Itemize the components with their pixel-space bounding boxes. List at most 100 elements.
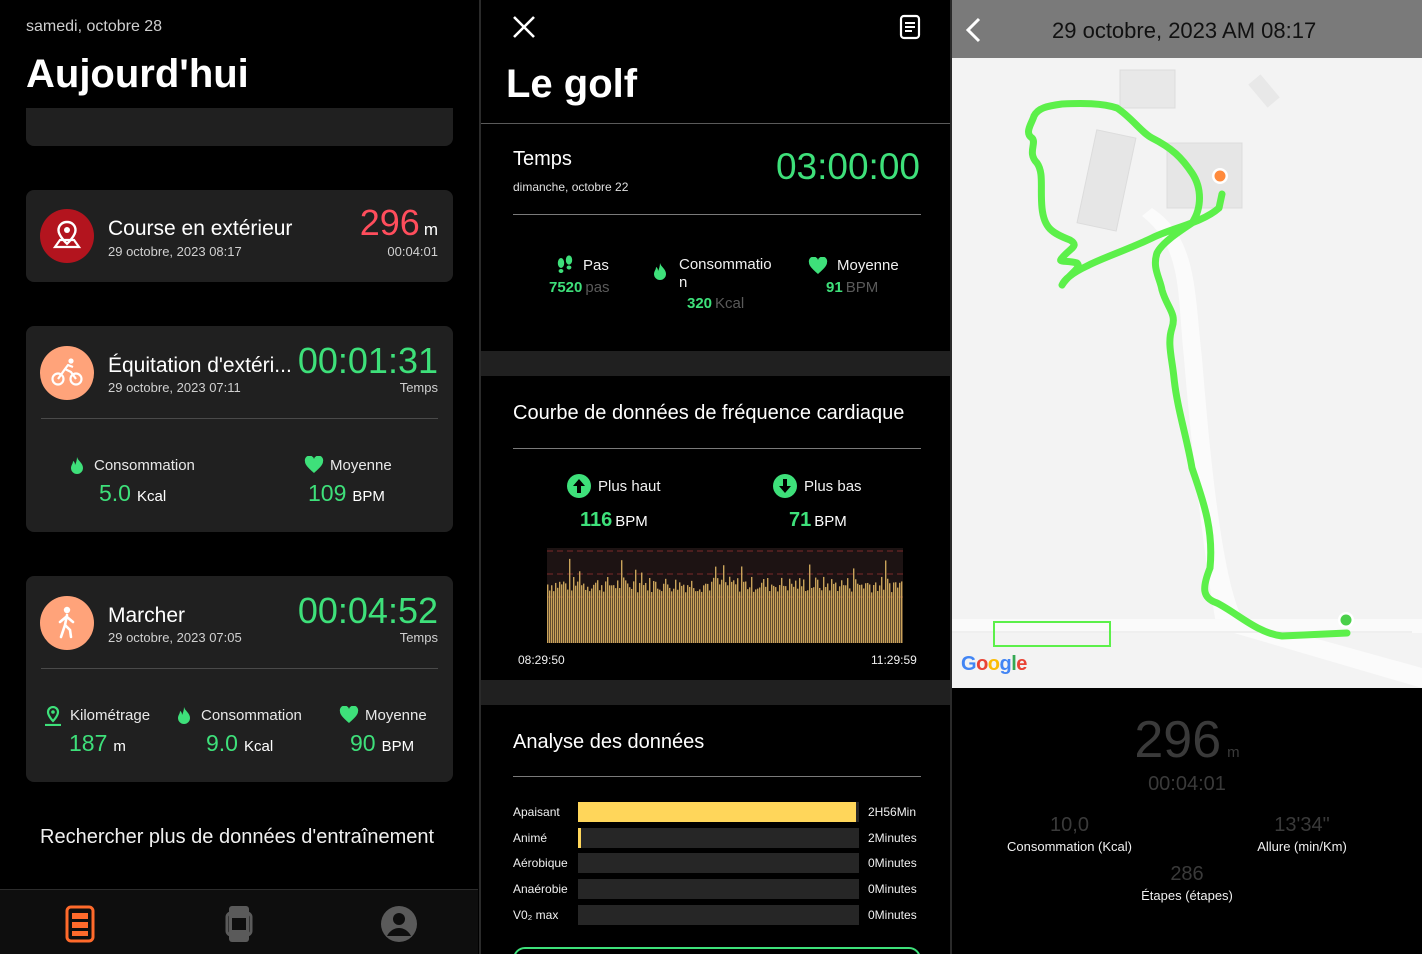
heart-rate-bar <box>729 576 731 643</box>
heart-rate-bar <box>727 585 729 643</box>
activity-card-riding[interactable]: Équitation d'extéri... 29 octobre, 2023 … <box>26 326 453 532</box>
mileage-value: 187 m <box>69 730 126 757</box>
divider <box>513 448 921 449</box>
stat-label-text: Consommation <box>201 707 302 724</box>
divider <box>513 776 921 777</box>
heart-rate-bar <box>629 587 631 643</box>
heart-rate-bar <box>563 581 565 643</box>
more-training-data-link[interactable]: Rechercher plus de données d'entraînemen… <box>40 826 435 848</box>
heart-rate-bar <box>743 581 745 643</box>
heart-rate-bars <box>547 558 903 643</box>
heart-rate-bar <box>869 584 871 643</box>
map-building <box>1119 69 1176 109</box>
heart-rate-bar <box>731 581 733 643</box>
heart-rate-bar <box>813 587 815 643</box>
heart-rate-bar <box>795 580 797 643</box>
divider <box>513 214 921 215</box>
heart-rate-bar <box>821 590 823 643</box>
route-path <box>1025 100 1351 640</box>
heart-rate-bar <box>853 568 855 643</box>
consumption-label: Consommation (Kcal) <box>1007 839 1132 854</box>
zone-label: Aérobique <box>513 856 568 870</box>
lowest-value: 71 BPM <box>789 509 847 532</box>
heart-rate-bar <box>637 592 639 643</box>
activity-card-outdoor-run[interactable]: Course en extérieur 29 octobre, 2023 08:… <box>26 190 453 282</box>
stat-unit: Kcal <box>243 738 274 755</box>
heart-rate-bar <box>893 582 895 643</box>
heart-rate-bar <box>797 588 799 643</box>
back-icon[interactable] <box>964 17 982 43</box>
zone-row-aerobic: Aérobique 0Minutes <box>513 853 923 873</box>
heart-rate-bar <box>699 589 701 643</box>
heart-rate-bar <box>615 588 617 643</box>
heart-rate-bar <box>585 589 587 643</box>
profile-tab-icon[interactable] <box>379 904 419 944</box>
heart-rate-bar <box>753 591 755 643</box>
heart-rate-bar <box>599 590 601 643</box>
watch-tab-icon[interactable] <box>219 904 259 944</box>
lowest-number: 71 <box>789 509 812 531</box>
route-consumption: 10,0 Consommation (Kcal) <box>992 814 1147 854</box>
card-stub[interactable] <box>26 108 453 146</box>
activity-name: Équitation d'extéri... <box>108 354 292 377</box>
heart-rate-bar <box>613 585 615 643</box>
heart-rate-bar <box>559 581 561 643</box>
heart-rate-bar <box>773 585 775 643</box>
heart-rate-bar <box>837 590 839 643</box>
heart-rate-bar <box>739 591 741 643</box>
heart-rate-bar <box>741 566 743 643</box>
pace-label: Allure (min/Km) <box>1257 839 1347 854</box>
heart-rate-bar <box>769 591 771 643</box>
stat-unit: BPM <box>352 488 385 505</box>
heart-rate-bar <box>547 584 549 643</box>
stat-label-text: Consommation <box>94 457 195 474</box>
heart-rate-bar <box>591 588 593 643</box>
heart-rate-bar <box>883 589 885 643</box>
heart-rate-bar <box>879 585 881 643</box>
bottom-action-button[interactable] <box>513 947 921 954</box>
zone-value: 2Minutes <box>868 831 917 845</box>
heart-rate-bar <box>575 585 577 643</box>
report-icon[interactable] <box>899 14 921 40</box>
route-start-dot <box>1340 614 1352 626</box>
heart-rate-bar <box>595 582 597 643</box>
zone-row-vo2max: V0₂ max 0Minutes <box>513 905 923 925</box>
heart-rate-bar <box>885 560 887 643</box>
heart-rate-bar <box>767 578 769 643</box>
heart-rate-bar <box>569 558 571 643</box>
heart-rate-bar <box>765 586 767 643</box>
heart-rate-bar <box>689 586 691 643</box>
heart-rate-bar <box>771 584 773 643</box>
close-icon[interactable] <box>512 15 536 39</box>
heart-rate-bar <box>827 583 829 643</box>
heart-rate-bar <box>619 588 621 643</box>
heart-icon <box>808 256 828 280</box>
zone-track <box>578 802 859 822</box>
average-unit: BPM <box>845 279 879 296</box>
google-logo: Google <box>961 653 1027 675</box>
zone-fill <box>578 828 582 848</box>
heart-rate-bar <box>653 581 655 643</box>
consumption-label-line1: Consommatio <box>679 256 772 273</box>
chart-start-time: 08:29:50 <box>518 653 565 667</box>
heart-rate-bar <box>801 586 803 643</box>
heart-rate-bar <box>871 592 873 643</box>
activity-tab-icon[interactable] <box>60 904 100 944</box>
heart-rate-bar <box>663 583 665 643</box>
stat-number: 5.0 <box>99 480 131 506</box>
heart-rate-bar <box>571 590 573 643</box>
zone-row-anaerobic: Anaérobie 0Minutes <box>513 879 923 899</box>
zone-value: 0Minutes <box>868 856 917 870</box>
distance-value: 296 m <box>360 202 438 244</box>
flame-icon <box>178 707 190 724</box>
map-canvas <box>952 69 1422 688</box>
heart-rate-bar <box>661 591 663 643</box>
heart-rate-bar <box>877 590 879 643</box>
heart-rate-bar <box>687 585 689 643</box>
route-map[interactable]: Google <box>952 58 1422 688</box>
heart-rate-bar <box>845 585 847 643</box>
activity-card-walking[interactable]: Marcher 29 octobre, 2023 07:05 00:04:52 … <box>26 576 453 782</box>
heart-icon <box>304 456 324 473</box>
heart-rate-bar <box>631 588 633 643</box>
average-label: Moyenne <box>339 706 427 724</box>
